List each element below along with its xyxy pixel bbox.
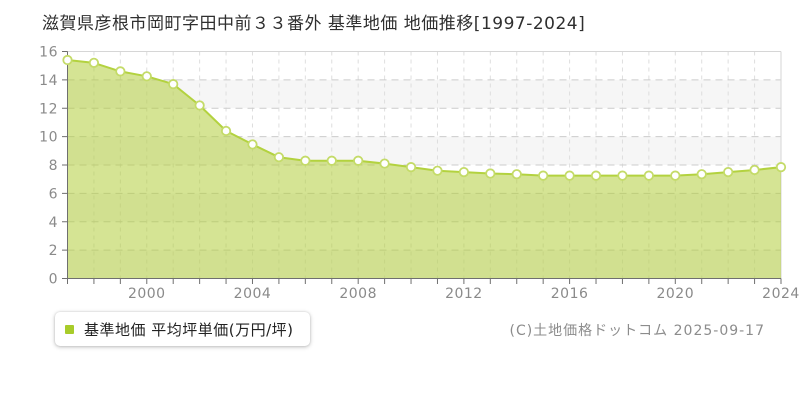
copyright-text: (C)土地価格ドットコム 2025-09-17 <box>509 323 765 339</box>
data-point[interactable] <box>168 79 179 90</box>
data-point[interactable] <box>775 162 787 173</box>
data-point[interactable] <box>564 170 575 181</box>
data-point[interactable] <box>326 155 337 166</box>
y-tick-label: 2 <box>49 243 58 259</box>
data-point[interactable] <box>749 164 760 176</box>
x-tick-label: 2024 <box>762 286 800 302</box>
legend: 基準地価 平均坪単価(万円/坪) <box>55 312 310 346</box>
y-axis: 0 2 4 6 8 10 12 14 16 <box>39 45 68 288</box>
data-point[interactable] <box>88 57 100 68</box>
x-tick-label: 2012 <box>445 286 483 302</box>
x-tick-label: 2004 <box>234 286 272 302</box>
data-point[interactable] <box>538 170 549 181</box>
y-tick-label: 14 <box>39 73 58 89</box>
data-point[interactable] <box>115 66 126 77</box>
data-point-markers <box>62 54 787 181</box>
data-point[interactable] <box>273 152 285 163</box>
data-point[interactable] <box>590 170 602 181</box>
y-tick-label: 0 <box>49 272 58 288</box>
y-tick-label: 6 <box>49 186 58 202</box>
data-point[interactable] <box>220 125 232 137</box>
data-point[interactable] <box>617 170 628 181</box>
data-point[interactable] <box>353 155 364 166</box>
y-tick-label: 12 <box>39 101 58 117</box>
data-point[interactable] <box>194 100 205 111</box>
y-tick-label: 4 <box>49 215 58 231</box>
data-point[interactable] <box>485 168 496 179</box>
y-tick-label: 8 <box>49 158 58 174</box>
y-tick-label: 10 <box>39 130 58 146</box>
data-point[interactable] <box>141 71 152 82</box>
y-tick-label: 16 <box>39 45 58 61</box>
data-point[interactable] <box>670 170 681 181</box>
data-point[interactable] <box>643 170 654 181</box>
series-line <box>67 59 782 177</box>
page-title: 滋賀県彦根市岡町字田中前３３番外 基準地価 地価推移[1997-2024] <box>42 14 586 34</box>
data-point[interactable] <box>511 169 522 180</box>
legend-label: 基準地価 平均坪単価(万円/坪) <box>84 320 294 339</box>
data-point[interactable] <box>62 54 73 66</box>
data-point[interactable] <box>723 166 734 178</box>
x-tick-label: 2016 <box>551 286 589 302</box>
x-tick-label: 2020 <box>656 286 694 302</box>
x-tick-label: 2008 <box>339 286 377 302</box>
legend-marker-icon <box>65 324 74 334</box>
x-tick-label: 2000 <box>128 286 166 302</box>
data-point[interactable] <box>379 158 390 169</box>
data-point[interactable] <box>432 165 443 176</box>
data-point[interactable] <box>247 139 258 150</box>
x-axis: 2000 2004 2008 2012 2016 2020 2024 <box>67 278 800 302</box>
data-point[interactable] <box>458 166 469 178</box>
data-point[interactable] <box>300 155 311 166</box>
data-point[interactable] <box>696 169 707 180</box>
data-point[interactable] <box>405 162 417 173</box>
